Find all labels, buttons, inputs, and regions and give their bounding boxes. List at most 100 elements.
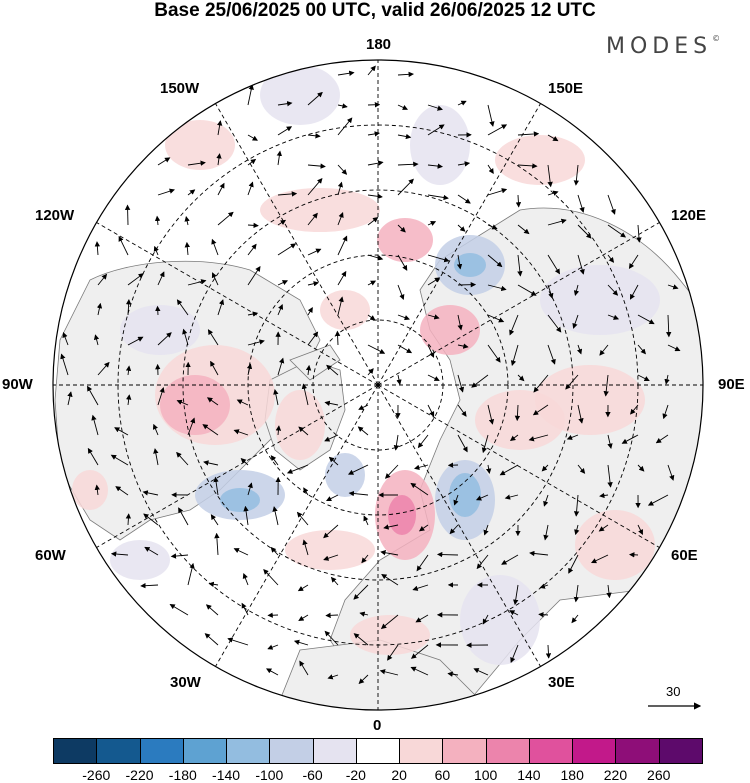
wind-vector-arrow [487,284,507,292]
lon-label-120w: 120W [35,207,75,224]
wind-vector-arrow [367,344,386,354]
wind-vector-arrow [217,299,225,316]
wind-vector-arrow [547,314,562,333]
wind-vector-arrow [481,434,489,454]
wind-vector-arrow [307,307,313,316]
wind-vector-arrow [353,584,369,600]
wind-vector-arrow [590,554,609,564]
wind-vector-arrow [499,464,519,476]
wind-vector-arrow [666,314,672,338]
wind-vector-arrow [517,131,540,137]
wind-vector-arrow [637,374,650,382]
wind-vector-arrow [272,506,279,526]
wind-vector-arrow [144,546,159,556]
wind-vector-arrow [277,100,293,107]
wind-vector-arrow [547,284,554,299]
wind-vector-arrow [427,254,450,263]
wind-vector-arrow [67,391,73,406]
wind-vector-arrow [397,254,408,271]
wind-vector-arrow [110,551,129,557]
wind-vector-arrow [142,490,159,496]
wind-vector-arrow [207,329,219,346]
wind-vector-arrow [383,524,399,530]
wind-vector-arrow [379,669,399,676]
wind-vector-arrow [247,222,259,229]
wind-vector-arrow [418,524,429,532]
wind-vector-arrow [410,482,429,496]
wind-vector-arrow [547,134,559,142]
wind-vector-arrow [157,332,172,346]
wind-vector-arrow [513,584,519,606]
wind-vector-arrow [501,554,519,565]
latitude-circle [182,189,574,581]
wind-vector-arrow [637,464,645,472]
wind-vector-arrow [337,212,344,226]
wind-vector-arrow [380,614,399,630]
wind-vector-arrow [457,374,465,393]
wind-vector-arrow [514,404,521,422]
colorbar-tick-label: -180 [168,767,197,783]
lon-label-60e: 60E [671,547,698,564]
wind-vector-arrow [217,182,225,196]
lon-label-150w: 150W [160,80,200,97]
wind-vector-arrow [60,353,69,376]
anomaly-region [260,65,340,125]
wind-vector-arrow [427,163,443,169]
anomaly-region [575,510,655,580]
anomaly-region [120,305,200,355]
wind-vector-arrow [110,454,129,466]
wind-vector-arrow [510,644,519,664]
wind-vector-arrow [361,554,369,564]
wind-vector-arrow [509,434,519,442]
page-title: Base 25/06/2025 00 UTC, valid 26/06/2025… [154,0,596,21]
wind-vector-arrow [606,584,612,599]
colorbar-swatch [269,738,314,764]
wind-vector-arrow [216,120,223,136]
wind-vector-arrow [397,284,405,301]
anomaly-region [110,540,170,580]
wind-vector-arrow [412,584,429,591]
colorbar-swatch [96,738,141,764]
wind-vector-arrow [307,331,319,346]
wind-vector-arrow [270,455,279,466]
wind-vector-arrow [247,265,261,286]
wind-vector-arrow [266,668,279,676]
wind-vector-arrow [187,417,196,436]
wind-vector-arrow [182,328,189,346]
lon-label-90e: 90E [718,376,745,393]
wind-vector-arrow [143,513,159,526]
wind-vector-arrow [277,280,289,286]
wind-vector-arrow [176,451,189,466]
wind-vector-arrow [211,238,219,256]
wind-vector-arrow [301,383,309,406]
anomaly-region [160,375,230,435]
anomaly-region [72,470,108,510]
wind-vector-arrow [247,243,257,256]
colorbar-tick-label: 60 [434,767,451,783]
wind-vector-arrow [456,254,463,270]
wind-vector-arrow [367,280,377,286]
anomaly-region [285,530,375,570]
colorbar-swatch [355,738,401,764]
wind-vector-arrow [577,464,586,474]
wind-vector-arrow [667,464,675,481]
anomaly-region [320,290,370,330]
colorbar-swatch [572,738,617,764]
wind-vector-arrow [393,434,400,451]
wind-vector-arrow [367,217,379,226]
wind-vector-arrow [325,612,339,619]
wind-vector-arrow [397,104,409,110]
wind-vector-arrow [397,133,412,140]
wind-vector-arrow [427,124,445,136]
wind-vector-arrow [457,314,463,331]
wind-vector-arrow [96,302,103,316]
wind-vector-arrow [436,551,459,558]
wind-vector-arrow [327,674,339,680]
wind-vector-arrow [87,385,99,406]
wind-vector-arrow [157,271,165,286]
wind-vector-arrow [547,254,560,275]
lon-label-90w: 90W [2,376,33,393]
wind-vector-arrow [305,364,312,376]
wind-vector-arrow [517,374,525,382]
wind-vector-arrow [273,389,279,406]
